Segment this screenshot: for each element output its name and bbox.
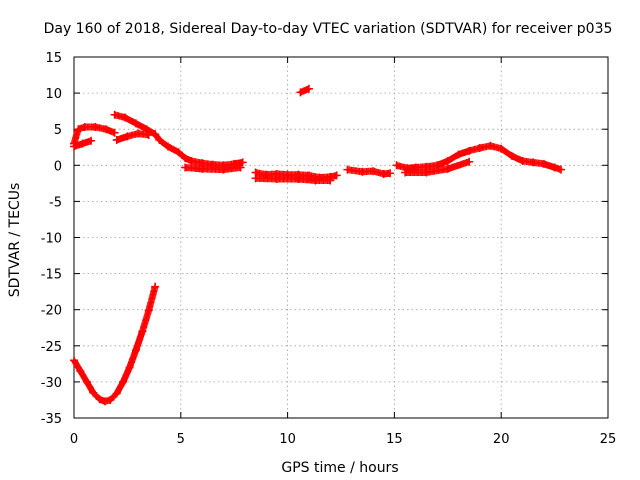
x-tick-label: 5 — [177, 432, 185, 447]
data-point — [486, 141, 495, 150]
data-point — [144, 130, 153, 139]
data-segment — [70, 283, 159, 405]
data-point — [174, 148, 183, 157]
data-point — [475, 143, 484, 152]
data-point — [557, 165, 566, 174]
data-point — [70, 356, 78, 365]
data-point — [219, 165, 228, 174]
data-point — [110, 110, 119, 119]
data-point — [155, 136, 164, 145]
data-point — [343, 165, 352, 174]
data-point — [465, 157, 474, 166]
data-point — [507, 151, 516, 160]
data-point — [401, 168, 410, 177]
data-point — [151, 282, 160, 291]
data-point — [497, 144, 506, 153]
data-point — [465, 146, 474, 155]
data-point — [187, 156, 196, 165]
data-point — [95, 395, 104, 404]
x-tick-label: 10 — [279, 432, 296, 447]
x-tick-label: 25 — [600, 432, 617, 447]
y-tick-label: -5 — [49, 195, 62, 210]
data-point — [198, 164, 207, 173]
data-point — [74, 125, 83, 134]
y-tick-label: -10 — [41, 232, 62, 247]
data-point — [82, 377, 91, 386]
data-point — [131, 119, 140, 128]
data-point — [125, 363, 134, 372]
x-tick-label: 0 — [70, 432, 78, 447]
data-point — [144, 306, 153, 315]
data-point — [443, 164, 452, 173]
data-point — [539, 159, 548, 168]
data-point — [529, 158, 538, 167]
grid — [74, 57, 608, 418]
data-layer — [70, 84, 566, 406]
y-tick-label: 0 — [54, 159, 62, 174]
data-point — [91, 123, 100, 132]
data-point — [251, 174, 260, 183]
data-segment — [296, 85, 313, 96]
data-point — [134, 129, 143, 138]
y-tick-label: 10 — [45, 87, 62, 102]
data-point — [80, 123, 89, 132]
y-tick-label: 15 — [45, 51, 62, 66]
data-segment — [113, 130, 153, 144]
y-tick-label: -35 — [41, 412, 62, 427]
data-point — [121, 113, 130, 122]
data-point — [100, 397, 109, 406]
data-point — [78, 139, 87, 148]
data-point — [89, 388, 98, 397]
y-tick-label: -25 — [41, 340, 62, 355]
data-point — [181, 163, 190, 172]
data-point — [181, 154, 190, 163]
data-point — [272, 175, 281, 184]
data-point — [138, 327, 147, 336]
data-point — [70, 142, 78, 151]
data-point — [358, 167, 367, 176]
data-point — [119, 377, 128, 386]
data-segment — [393, 142, 565, 174]
x-tick-label: 20 — [493, 432, 510, 447]
data-point — [386, 169, 395, 178]
data-point — [454, 150, 463, 159]
data-point — [294, 175, 303, 184]
data-point — [102, 125, 111, 134]
y-tick-label: -30 — [41, 376, 62, 391]
x-axis-label: GPS time / hours — [281, 460, 398, 476]
data-point — [518, 156, 527, 165]
data-point — [332, 171, 341, 180]
data-point — [123, 132, 132, 141]
data-point — [326, 176, 335, 185]
data-point — [296, 88, 305, 97]
y-tick-label: -20 — [41, 304, 62, 319]
x-tick-label: 15 — [386, 432, 403, 447]
data-point — [238, 158, 247, 167]
y-tick-label: 5 — [54, 123, 62, 138]
data-point — [163, 142, 172, 151]
data-point — [443, 156, 452, 165]
data-point — [131, 346, 140, 355]
chart-title: Day 160 of 2018, Sidereal Day-to-day VTE… — [44, 21, 613, 37]
data-point — [112, 136, 121, 145]
data-point — [236, 163, 245, 172]
data-point — [87, 136, 96, 145]
y-tick-label: -15 — [41, 268, 62, 283]
data-point — [369, 167, 378, 176]
ticks: 0 5 10 15 20 25 15 10 5 0 -5 -10 -15 -20 -25 -30 -35 — [41, 51, 617, 447]
data-point — [304, 84, 313, 93]
data-segment — [343, 166, 394, 178]
data-point — [106, 395, 115, 404]
data-point — [311, 176, 320, 185]
data-point — [392, 161, 401, 170]
data-segment — [111, 111, 247, 169]
data-point — [112, 389, 121, 398]
y-axis-label: SDTVAR / TECUs — [7, 183, 23, 298]
data-point — [76, 367, 85, 376]
data-point — [422, 168, 431, 177]
data-point — [550, 163, 559, 172]
data-point — [110, 128, 119, 137]
